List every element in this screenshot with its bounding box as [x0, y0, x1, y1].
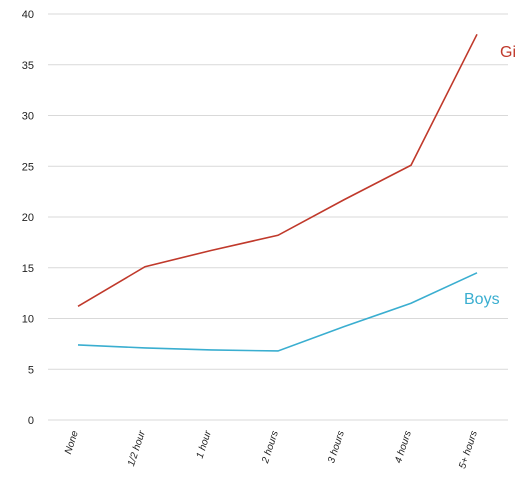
x-tick-label: 1 hour: [195, 429, 214, 460]
x-tick-label: 1/2 hour: [126, 429, 148, 468]
x-axis-ticks: None 1/2 hour 1 hour 2 hours 3 hours 4 hours 5…: [63, 429, 480, 470]
series-line-girls: [77, 33, 478, 308]
y-tick-label: 15: [22, 263, 34, 275]
x-tick-label: 2 hours: [260, 430, 281, 466]
series-line-boys: [77, 272, 478, 352]
y-tick-label: 25: [22, 161, 34, 173]
y-tick-label: 40: [22, 9, 34, 21]
x-tick-label: None: [63, 429, 81, 456]
grid-lines: [48, 13, 508, 421]
x-tick-label: 4 hours: [393, 430, 414, 465]
x-tick-label: 3 hours: [326, 430, 347, 465]
series-lines: [77, 33, 478, 352]
y-tick-label: 30: [22, 111, 34, 123]
series-label-boys: Boys: [464, 291, 500, 308]
y-tick-label: 35: [22, 60, 34, 72]
y-tick-label: 5: [28, 364, 34, 376]
x-tick-label: 5+ hours: [457, 430, 480, 471]
y-tick-label: 0: [28, 415, 34, 427]
y-axis-ticks: 0 5 10 15 20 25 30 35 40: [22, 9, 34, 427]
series-labels: Girls Boys: [464, 44, 515, 308]
y-tick-label: 10: [22, 314, 34, 326]
y-tick-label: 20: [22, 212, 34, 224]
series-label-girls: Girls: [500, 44, 515, 61]
